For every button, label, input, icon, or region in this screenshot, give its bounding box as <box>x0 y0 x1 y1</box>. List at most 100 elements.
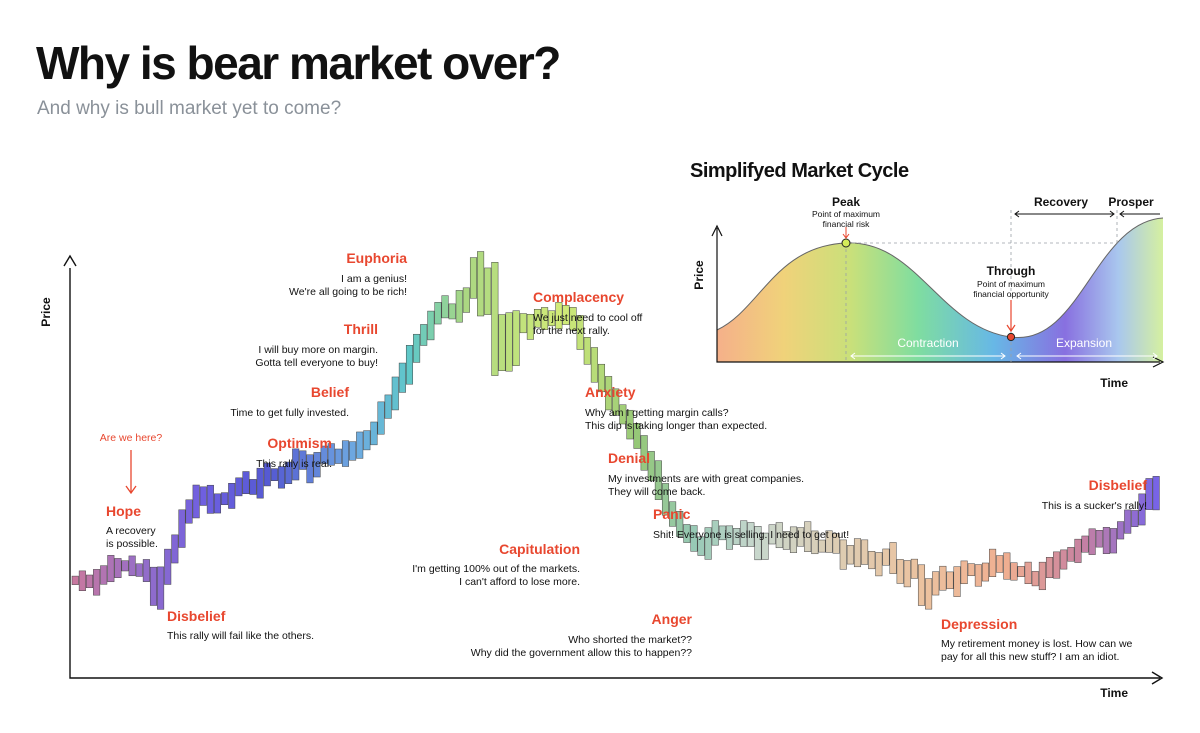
price-bar <box>484 267 492 315</box>
price-bar <box>441 295 449 319</box>
price-bar <box>71 575 79 585</box>
phase-anxiety: Anxiety Why am I getting margin calls? T… <box>585 384 767 432</box>
price-bar <box>825 530 833 553</box>
price-bar <box>107 555 115 583</box>
price-bar <box>605 376 613 411</box>
price-bar <box>292 448 300 481</box>
segment-arrows-white <box>850 352 1158 360</box>
peak-label: Peak <box>832 195 860 209</box>
price-bar <box>754 526 762 561</box>
phase-optimism: Optimism This rally is real. <box>256 435 332 470</box>
phase-desc: Time to get fully invested. <box>230 407 349 419</box>
trough-note: Point of maximum <box>977 279 1045 289</box>
inset-x-arrow <box>1152 356 1165 368</box>
phase-desc: This is a sucker's rally! <box>1042 500 1147 512</box>
phase-title: Depression <box>941 616 1017 632</box>
price-bar <box>512 310 520 366</box>
price-bar <box>789 526 798 553</box>
price-bar <box>541 307 549 330</box>
y-axis-label: Price <box>39 297 53 327</box>
phase-disbelief-2: Disbelief This is a sucker's rally! <box>1042 477 1148 512</box>
price-bar <box>590 347 598 383</box>
price-bar <box>157 566 165 610</box>
price-bar <box>711 520 719 546</box>
price-bar <box>775 522 783 549</box>
price-bar <box>213 493 222 514</box>
price-bar <box>555 302 563 330</box>
phase-desc: My retirement money is lost. How can we <box>941 638 1133 650</box>
phase-desc: I will buy more on margin. <box>258 344 378 356</box>
recovery-bg <box>1026 193 1098 209</box>
price-bar <box>882 548 890 566</box>
price-bar <box>946 571 954 590</box>
price-bar <box>661 483 670 516</box>
price-bar <box>1010 562 1018 581</box>
price-bar <box>1138 493 1146 526</box>
phase-desc: My investments are with great companies. <box>608 473 804 485</box>
contraction-label: Contraction <box>897 336 958 350</box>
price-bar <box>548 310 556 327</box>
inset-x-label: Time <box>1100 376 1128 390</box>
price-bar <box>960 560 968 585</box>
price-bar <box>676 511 684 537</box>
price-bar <box>896 559 904 584</box>
phase-complacency: Complacency We just need to cool off for… <box>533 289 642 337</box>
phase-depression: Depression My retirement money is lost. … <box>941 616 1133 663</box>
price-bar <box>612 388 620 416</box>
price-bar <box>178 509 186 548</box>
price-bar <box>1045 557 1054 579</box>
price-bar <box>462 287 470 313</box>
price-bar <box>1053 551 1061 579</box>
price-bar <box>1081 535 1089 553</box>
price-bar <box>690 525 698 552</box>
price-bar <box>875 552 883 577</box>
price-bar <box>1038 561 1046 591</box>
phase-desc: I am a genius! <box>341 273 407 285</box>
price-bar <box>747 522 755 547</box>
price-bar <box>903 560 911 588</box>
price-bar <box>277 466 286 489</box>
phase-desc: Who shorted the market?? <box>568 634 692 646</box>
price-bar <box>583 337 591 365</box>
price-bar <box>285 461 293 484</box>
phase-desc: Shit! Everyone is selling. I need to get… <box>653 529 849 541</box>
price-bar <box>917 564 926 606</box>
phase-title: Disbelief <box>167 608 226 624</box>
price-bar <box>989 548 997 577</box>
price-bar <box>427 310 435 341</box>
price-bar <box>1024 561 1032 585</box>
price-bar <box>171 534 179 564</box>
price-bar <box>768 524 776 545</box>
phase-hope: Hope A recovery is possible. <box>106 503 158 550</box>
price-bar <box>683 524 691 543</box>
price-bar <box>498 314 506 371</box>
phase-desc: for the next rally. <box>533 325 610 337</box>
phase-thrill: Thrill I will buy more on margin. Gotta … <box>255 321 378 369</box>
inset-y-arrow <box>711 224 723 237</box>
recovery-label: Recovery <box>1034 195 1088 209</box>
price-bar <box>932 571 940 596</box>
phase-disbelief-1: Disbelief This rally will fail like the … <box>167 608 314 642</box>
price-bar <box>733 528 741 545</box>
phase-title: Euphoria <box>346 250 407 266</box>
phase-desc: This rally will fail like the others. <box>167 630 314 642</box>
phase-title: Denial <box>608 450 650 466</box>
phase-desc: pay for all this new stuff? I am an idio… <box>941 651 1119 663</box>
phase-title: Anger <box>652 611 693 627</box>
price-bar <box>505 312 513 372</box>
price-bar <box>192 484 200 519</box>
price-bar <box>149 566 158 606</box>
price-bar <box>263 462 271 487</box>
price-bar <box>925 578 933 610</box>
price-bar <box>1109 528 1118 554</box>
page-subtitle: And why is bull market yet to come? <box>37 98 342 119</box>
phase-desc: I can't afford to lose more. <box>459 576 580 588</box>
price-bar <box>405 345 414 385</box>
phase-title: Anxiety <box>585 384 636 400</box>
price-bar <box>228 483 236 509</box>
price-bar <box>185 499 193 524</box>
phase-denial: Denial My investments are with great com… <box>608 450 804 498</box>
price-bar <box>413 333 421 363</box>
price-bar <box>93 569 101 596</box>
price-bar <box>349 441 357 461</box>
